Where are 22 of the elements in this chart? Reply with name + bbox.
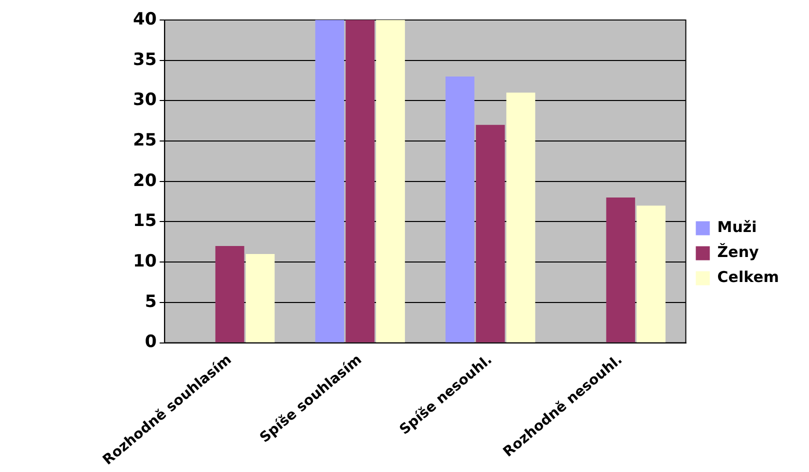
legend-label: Celkem <box>717 268 780 286</box>
y-tick-label: 35 <box>132 50 157 70</box>
bar <box>636 206 666 342</box>
y-tick-label: 30 <box>132 90 157 110</box>
bar <box>606 198 636 342</box>
bar <box>376 20 405 342</box>
y-tick-label: 25 <box>132 130 157 150</box>
bar <box>215 246 244 342</box>
bar <box>506 92 536 342</box>
y-tick-label: 0 <box>144 332 157 352</box>
bar <box>315 20 344 342</box>
legend-label: Ženy <box>717 243 760 262</box>
bar <box>446 76 474 342</box>
bar <box>346 20 375 342</box>
y-tick-label: 10 <box>132 252 157 272</box>
y-tick-label: 15 <box>132 211 157 232</box>
y-tick-label: 40 <box>132 9 157 30</box>
y-tick-label: 5 <box>144 292 157 312</box>
bar <box>246 254 275 342</box>
bar <box>476 124 505 342</box>
legend-label: Muži <box>717 218 757 236</box>
y-tick-label: 20 <box>132 170 157 191</box>
